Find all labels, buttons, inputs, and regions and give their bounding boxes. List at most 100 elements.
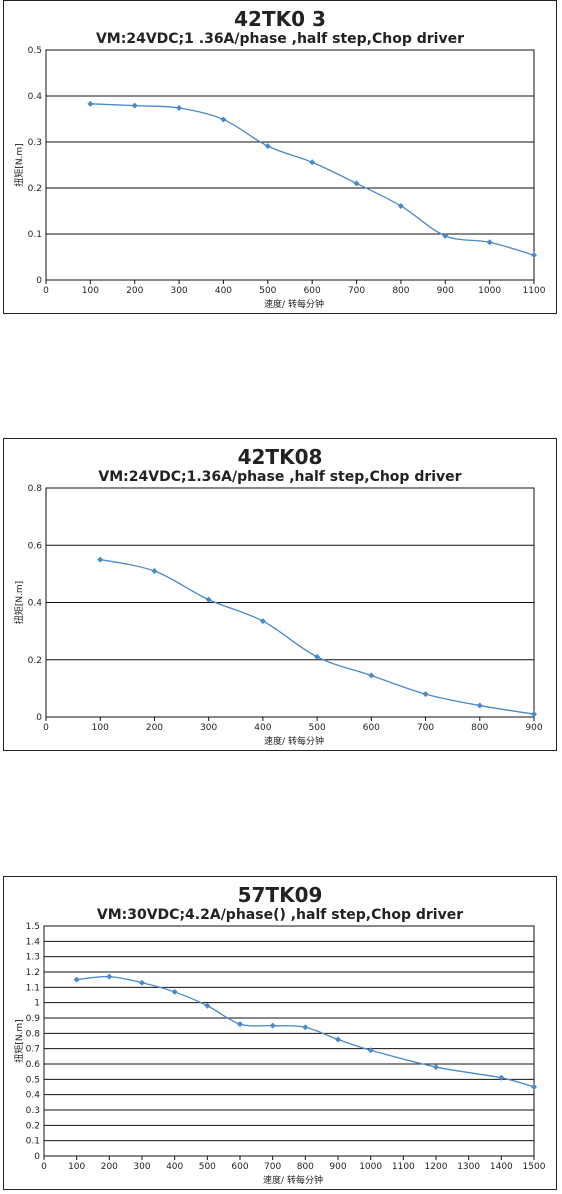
data-point	[486, 239, 493, 246]
data-point	[131, 102, 138, 109]
x-tick-label: 200	[126, 286, 143, 296]
y-tick-label: 0.5	[26, 1075, 40, 1085]
x-tick-label: 500	[199, 1162, 216, 1172]
data-point	[259, 618, 266, 625]
y-tick-label: 0.4	[26, 1091, 41, 1101]
x-tick-label: 800	[471, 723, 488, 733]
data-point	[205, 596, 212, 603]
x-tick-label: 300	[200, 723, 217, 733]
data-point	[397, 202, 404, 209]
x-tick-label: 100	[92, 723, 109, 733]
x-tick-label: 900	[437, 286, 454, 296]
y-tick-label: 1.1	[26, 983, 40, 993]
x-tick-label: 700	[264, 1162, 281, 1172]
torque-speed-chart-57tk09: 0 0.1 0.2 0.3 0.4 0.5 0.6 0.7 0.8 0.9 1 1.1 1.2 1.3 1.…	[13, 922, 546, 1186]
y-tick-label: 1.5	[26, 922, 40, 932]
data-point	[335, 1036, 341, 1043]
x-tick-label: 400	[215, 286, 232, 296]
data-point	[314, 653, 321, 660]
y-tick-label: 0.4	[28, 92, 43, 102]
chart-subtitle: VM:30VDC;4.2A/phase() ,half step,Chop dr…	[96, 907, 464, 923]
data-point	[73, 976, 80, 983]
x-tick-label: 1100	[523, 286, 546, 296]
data-point	[531, 1084, 537, 1090]
data-point	[309, 159, 316, 166]
x-tick-label: 1400	[490, 1162, 513, 1172]
data-point	[139, 979, 145, 986]
data-point	[87, 100, 94, 107]
chart-title: 42TK0 3	[234, 7, 326, 31]
x-tick-label: 1000	[359, 1162, 382, 1172]
x-tick-label: 600	[363, 723, 380, 733]
chart-subtitle: VM:24VDC;1 .36A/phase ,half step,Chop dr…	[95, 31, 465, 47]
x-tick-label: 500	[259, 286, 276, 296]
y-axis-label: 扭矩[N.m]	[13, 1019, 25, 1062]
y-tick-label: 0.3	[26, 1106, 40, 1116]
data-point	[269, 1022, 276, 1029]
y-tick-label: 0.5	[28, 46, 42, 56]
data-point	[176, 104, 183, 111]
x-tick-label: 600	[231, 1162, 248, 1172]
chart-panel-2: 42TK08 VM:24VDC;1.36A/phase ,half step,C…	[3, 438, 557, 751]
x-axis-label: 速度/ 转每分钟	[264, 298, 324, 310]
chart-title: 57TK09	[237, 883, 323, 907]
data-point	[171, 988, 178, 995]
data-point	[204, 1002, 211, 1009]
x-tick-label: 600	[304, 286, 321, 296]
data-point	[368, 672, 375, 679]
data-point	[531, 252, 537, 259]
y-tick-label: 0.2	[26, 1121, 40, 1131]
x-tick-label: 300	[170, 286, 187, 296]
y-tick-label: 0.4	[28, 599, 43, 609]
x-tick-label: 900	[329, 1162, 346, 1172]
data-point	[433, 1064, 439, 1071]
data-point	[367, 1047, 374, 1054]
data-point	[422, 691, 429, 698]
x-tick-label: 200	[101, 1162, 118, 1172]
x-tick-label: 800	[392, 286, 409, 296]
y-tick-label: 0.8	[28, 484, 43, 494]
y-tick-label: 0	[36, 276, 42, 286]
series-line	[100, 558, 535, 715]
y-tick-label: 1.2	[26, 968, 40, 978]
x-tick-label: 400	[254, 723, 271, 733]
x-tick-label: 1200	[425, 1162, 448, 1172]
torque-speed-chart-42tk03: 0 0.1 0.2 0.3 0.4 0.5 0 100 200 300 400 500 600 700 80…	[13, 46, 546, 310]
data-point	[106, 973, 113, 980]
y-tick-label: 0.6	[26, 1060, 41, 1070]
x-tick-label: 1500	[523, 1162, 546, 1172]
plot-area-border	[43, 925, 535, 1157]
y-tick-label: 1.3	[26, 953, 40, 963]
data-point	[97, 556, 104, 563]
x-tick-label: 0	[43, 723, 49, 733]
chart-panel-3: 57TK09 VM:30VDC;4.2A/phase() ,half step,…	[3, 876, 557, 1190]
y-tick-label: 0.6	[28, 541, 43, 551]
chart-title: 42TK08	[237, 445, 323, 469]
torque-speed-chart-42tk08: 0 0.2 0.4 0.6 0.8 0 100 200 300 400 500 600 700 800 90…	[13, 484, 543, 747]
data-point	[302, 1024, 309, 1031]
x-tick-label: 700	[348, 286, 365, 296]
x-tick-label: 100	[68, 1162, 85, 1172]
x-axis-label: 速度/ 转每分钟	[264, 735, 324, 747]
data-point	[442, 232, 449, 239]
y-tick-label: 0	[36, 713, 42, 723]
x-tick-label: 0	[43, 286, 49, 296]
data-point	[264, 143, 271, 150]
data-point	[531, 711, 537, 718]
x-tick-label: 1000	[478, 286, 501, 296]
x-tick-label: 200	[146, 723, 163, 733]
series-line	[76, 975, 535, 1088]
y-tick-label: 0.8	[26, 1029, 41, 1039]
y-tick-label: 1	[34, 999, 40, 1009]
data-point	[151, 568, 158, 575]
y-axis-label: 扭矩[N.m]	[13, 581, 25, 624]
plot-area-border	[45, 487, 535, 718]
x-tick-label: 0	[41, 1162, 47, 1172]
x-tick-label: 100	[82, 286, 99, 296]
y-tick-label: 0.9	[26, 1014, 41, 1024]
x-tick-label: 300	[133, 1162, 150, 1172]
y-tick-label: 0.3	[28, 138, 42, 148]
y-tick-label: 0.1	[28, 230, 42, 240]
x-tick-label: 800	[297, 1162, 314, 1172]
chart-panel-1: 42TK0 3 VM:24VDC;1 .36A/phase ,half step…	[3, 0, 557, 314]
